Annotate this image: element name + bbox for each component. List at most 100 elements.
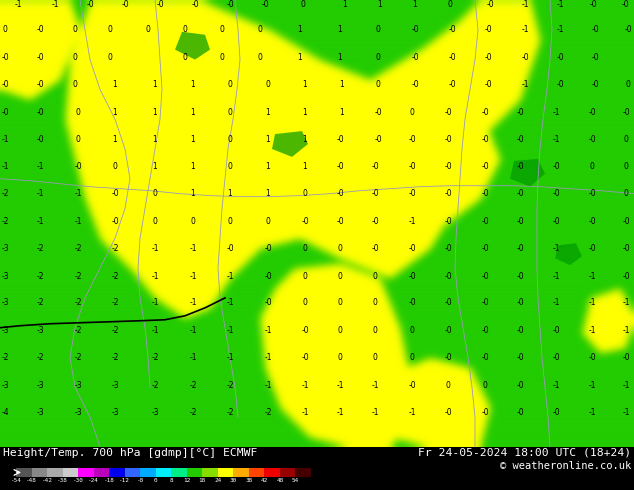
Text: -1: -1 xyxy=(622,326,630,335)
Text: -0: -0 xyxy=(484,53,492,62)
Text: -3: -3 xyxy=(74,381,82,390)
Text: -2: -2 xyxy=(36,298,44,307)
Text: 0: 0 xyxy=(302,298,307,307)
Text: 24: 24 xyxy=(214,478,221,483)
Text: -0: -0 xyxy=(36,53,44,62)
Text: -2: -2 xyxy=(1,217,9,226)
Text: 0: 0 xyxy=(219,53,224,62)
Text: -3: -3 xyxy=(151,408,158,416)
Text: -0: -0 xyxy=(516,135,524,144)
Text: -0: -0 xyxy=(408,244,416,253)
Text: -0: -0 xyxy=(521,53,529,62)
Text: -1: -1 xyxy=(622,298,630,307)
Text: -1: -1 xyxy=(190,271,197,281)
Text: -0: -0 xyxy=(481,326,489,335)
Text: -1: -1 xyxy=(556,25,564,34)
Text: -0: -0 xyxy=(301,353,309,362)
Bar xyxy=(63,468,78,477)
Text: 0: 0 xyxy=(191,217,195,226)
Text: -1: -1 xyxy=(588,298,596,307)
Text: -0: -0 xyxy=(336,189,344,198)
Text: 1: 1 xyxy=(153,80,157,89)
Text: 0: 0 xyxy=(626,80,630,89)
Text: -3: -3 xyxy=(1,271,9,281)
Text: -1: -1 xyxy=(226,271,234,281)
Text: -0: -0 xyxy=(111,189,119,198)
Text: -1: -1 xyxy=(190,326,197,335)
Text: -0: -0 xyxy=(448,53,456,62)
Text: -2: -2 xyxy=(36,244,44,253)
Text: -1: -1 xyxy=(301,408,309,416)
Text: 0: 0 xyxy=(446,381,450,390)
Text: -0: -0 xyxy=(408,162,416,171)
Text: 30: 30 xyxy=(230,478,237,483)
Text: 1: 1 xyxy=(340,108,344,117)
Text: -0: -0 xyxy=(556,80,564,89)
Text: -1: -1 xyxy=(152,326,158,335)
Text: -0: -0 xyxy=(444,298,452,307)
Text: -0: -0 xyxy=(516,271,524,281)
Text: -0: -0 xyxy=(1,80,9,89)
Text: -1: -1 xyxy=(226,353,234,362)
Text: -0: -0 xyxy=(36,25,44,34)
Text: -0: -0 xyxy=(552,408,560,416)
Text: -1: -1 xyxy=(552,135,560,144)
Text: 38: 38 xyxy=(245,478,252,483)
Text: -0: -0 xyxy=(121,0,129,9)
Text: 0: 0 xyxy=(183,53,188,62)
Text: -0: -0 xyxy=(444,271,452,281)
Text: -0: -0 xyxy=(552,162,560,171)
Text: -0: -0 xyxy=(481,217,489,226)
Text: 0: 0 xyxy=(154,478,158,483)
Text: -0: -0 xyxy=(481,298,489,307)
Text: 0: 0 xyxy=(302,189,307,198)
Text: 0: 0 xyxy=(410,353,415,362)
Text: 0: 0 xyxy=(228,162,233,171)
Text: -2: -2 xyxy=(74,271,82,281)
Text: -0: -0 xyxy=(589,0,597,9)
Text: -0: -0 xyxy=(591,25,598,34)
Text: -1: -1 xyxy=(190,244,197,253)
Text: 0: 0 xyxy=(146,25,150,34)
Text: -1: -1 xyxy=(51,0,59,9)
Text: -0: -0 xyxy=(336,217,344,226)
Text: -0: -0 xyxy=(371,244,378,253)
Text: -0: -0 xyxy=(156,0,164,9)
Text: -3: -3 xyxy=(1,244,9,253)
Text: -0: -0 xyxy=(588,189,596,198)
Text: 0: 0 xyxy=(3,25,8,34)
Text: 1: 1 xyxy=(378,0,382,9)
Text: 0: 0 xyxy=(624,162,628,171)
Bar xyxy=(233,468,249,477)
Bar xyxy=(264,468,280,477)
Text: 0: 0 xyxy=(373,326,377,335)
Text: 1: 1 xyxy=(266,162,270,171)
Text: -0: -0 xyxy=(74,162,82,171)
Text: -0: -0 xyxy=(444,408,452,416)
Text: -0: -0 xyxy=(484,25,492,34)
Text: -0: -0 xyxy=(622,217,630,226)
Text: 0: 0 xyxy=(153,217,157,226)
Text: 0: 0 xyxy=(108,53,112,62)
Text: -0: -0 xyxy=(622,353,630,362)
Text: -0: -0 xyxy=(516,108,524,117)
Bar xyxy=(187,468,202,477)
Text: -0: -0 xyxy=(481,353,489,362)
Text: -0: -0 xyxy=(371,162,378,171)
Text: -0: -0 xyxy=(516,298,524,307)
Text: -0: -0 xyxy=(264,271,272,281)
Text: 0: 0 xyxy=(72,80,77,89)
Text: -2: -2 xyxy=(226,381,234,390)
Text: -2: -2 xyxy=(264,408,272,416)
Text: -0: -0 xyxy=(481,271,489,281)
Text: 0: 0 xyxy=(266,217,271,226)
Text: -0: -0 xyxy=(411,53,419,62)
Text: -1: -1 xyxy=(226,298,234,307)
Text: 12: 12 xyxy=(183,478,190,483)
Text: 0: 0 xyxy=(266,80,271,89)
Text: -0: -0 xyxy=(481,189,489,198)
Text: -0: -0 xyxy=(264,298,272,307)
Text: 1: 1 xyxy=(113,135,117,144)
Text: 18: 18 xyxy=(198,478,206,483)
Text: -0: -0 xyxy=(484,80,492,89)
